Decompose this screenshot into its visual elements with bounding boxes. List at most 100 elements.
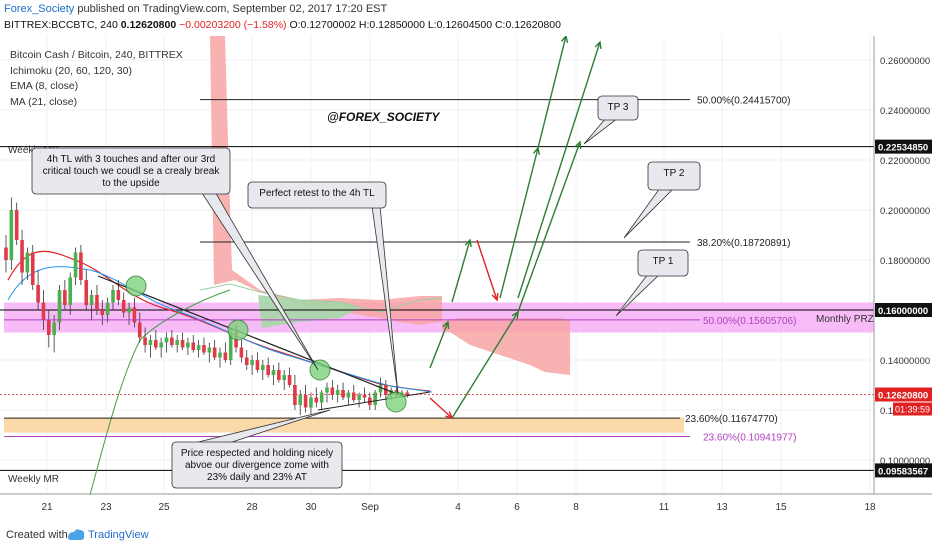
candle-body: [116, 290, 121, 300]
candle-body: [175, 340, 179, 345]
trendline-callout-text: to the upside: [102, 178, 160, 189]
y-tick-label: 0.18000000: [880, 256, 930, 267]
touch-circle: [125, 275, 147, 297]
candle-body: [30, 252, 35, 285]
arrow-up-6-head: [574, 140, 582, 150]
x-tick-label: 28: [246, 502, 258, 513]
y-axis: 0.26000000 0.24000000 0.22000000 0.20000000…: [875, 56, 932, 478]
candle-body: [95, 295, 99, 310]
candle-body: [73, 252, 78, 278]
arrow-down-1-head: [491, 292, 499, 302]
candle-body: [154, 340, 158, 348]
candle-body: [330, 387, 335, 395]
candle-body: [255, 360, 260, 370]
candle-body: [277, 370, 281, 380]
y-tick-label: 0.10000000: [880, 456, 930, 467]
tp2-callout-box: [647, 161, 701, 191]
arrow-up-5: [451, 311, 519, 419]
created-with-text: Created with: [6, 529, 68, 541]
y-tick-label: 0.24000000: [880, 106, 930, 117]
candle-body: [84, 280, 89, 305]
candle-body: [68, 277, 72, 305]
x-tick-label: 4: [455, 502, 461, 513]
horizontal-lines: [0, 146, 874, 471]
current-price-tag: 0.12620800: [878, 391, 928, 402]
candle-body: [52, 322, 56, 335]
tradingview-logo-icon: [68, 529, 85, 540]
candle-body: [282, 375, 286, 380]
candle-body: [191, 342, 196, 350]
candle-body: [170, 337, 174, 345]
touch-circle: [385, 391, 407, 413]
monthly-prz-label: Monthly PRZ: [816, 314, 874, 325]
arrow-up-6: [517, 141, 581, 313]
candle-body: [127, 307, 131, 313]
header-bar: Forex_Society published on TradingView.c…: [0, 0, 932, 36]
candle-body: [20, 240, 24, 273]
candle-body: [266, 365, 270, 375]
candle-body: [9, 210, 14, 260]
candle-body: [357, 395, 361, 400]
candle-body: [373, 392, 377, 405]
ema-line: [7, 250, 431, 392]
line2-price-tag: 0.16000000: [878, 306, 928, 317]
candle-body: [14, 210, 19, 240]
support-zone: [4, 417, 684, 433]
legend-ema: EMA (8, close): [10, 80, 79, 92]
candle-body: [309, 397, 313, 408]
symbol-label: BITTREX:BCCBTC, 240: [4, 19, 118, 31]
candle-body: [218, 352, 222, 358]
trendline-4h: [97, 275, 403, 397]
legend-title: Bitcoin Cash / Bitcoin, 240, BITTREX: [10, 49, 183, 61]
watermark: @FOREX_SOCIETY: [327, 110, 440, 124]
author-link[interactable]: Forex_Society: [4, 3, 75, 15]
candle-body: [239, 347, 244, 358]
candle-body: [207, 347, 212, 353]
candle-body: [137, 322, 142, 338]
fib-level-label: 50.00%(0.15605706): [703, 316, 796, 327]
candle-body: [378, 385, 383, 393]
candle-body: [271, 370, 276, 375]
callouts: 4h TL with 3 touches and after our 3rdcr…: [31, 95, 701, 489]
candle-body: [325, 387, 329, 393]
candle-body: [89, 295, 94, 305]
candle-body: [143, 337, 147, 345]
candle-body: [111, 290, 115, 303]
candle-body: [314, 397, 319, 403]
line3-price-tag-bg: [875, 463, 932, 478]
x-tick-label: 23: [100, 502, 112, 513]
price-change: −0.00203200 (−1.58%): [179, 19, 287, 31]
candle-body: [212, 347, 217, 358]
candle-body: [335, 390, 340, 395]
candle-body: [287, 375, 292, 385]
candle-body: [196, 345, 201, 350]
candle-body: [261, 365, 265, 370]
touch-circle: [227, 319, 249, 341]
candle-body: [79, 252, 83, 280]
candle-body: [228, 332, 233, 360]
retest-callout-text: Perfect retest to the 4h TL: [259, 188, 375, 199]
y-tick-label: 0.20000000: [880, 206, 930, 217]
trendline-callout-box: [31, 147, 231, 195]
candle-body: [63, 290, 67, 305]
trendline-callout-text: critical touch we coudl se a crealy brea…: [43, 166, 221, 177]
published-text: published on TradingView.com, September …: [77, 3, 388, 15]
candle-body: [405, 392, 410, 395]
symbol-info: BITTREX:BCCBTC, 240 0.12620800 −0.002032…: [4, 19, 561, 31]
x-tick-label: 13: [716, 502, 728, 513]
candle-body: [148, 340, 153, 345]
arrow-up-3-head: [560, 36, 569, 43]
arrow-up-7-head: [442, 320, 450, 330]
tp3-callout-text: TP 3: [608, 102, 629, 113]
last-price: 0.12620800: [120, 19, 177, 31]
drawings: [97, 36, 602, 420]
candle-body: [319, 392, 324, 403]
legend-ma: MA (21, close): [10, 95, 78, 108]
arrow-up-2: [499, 147, 539, 299]
x-tick-label: Sep: [361, 502, 379, 513]
tradingview-link[interactable]: TradingView: [88, 529, 149, 541]
y-tick-label: 0.22000000: [880, 156, 930, 167]
candle-body: [303, 395, 308, 408]
candle-body: [57, 290, 62, 323]
